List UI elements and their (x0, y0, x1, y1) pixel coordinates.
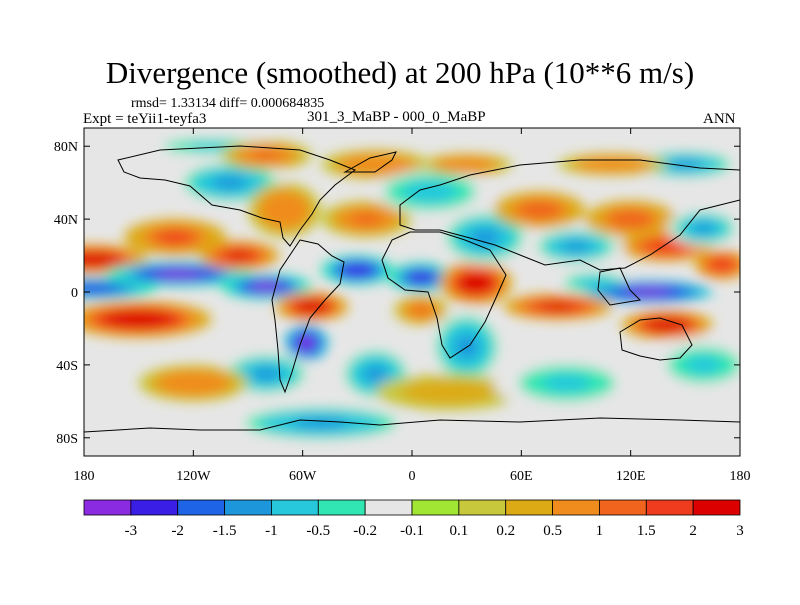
axis-ticks: 80N 40N 0 40S 80S 180 120W 60W 0 60E 120E 180 (54, 128, 751, 484)
field-anomaly-9-level-4 (272, 201, 297, 219)
colorbar-swatch (224, 499, 272, 516)
lon-tick-label: 60W (289, 469, 317, 484)
field-anomaly-23-level-4 (452, 160, 482, 168)
colorbar-swatch (317, 499, 366, 516)
field-anomaly-16-level-4 (345, 265, 369, 275)
colorbar-swatch (458, 499, 507, 516)
field-anomaly-37-level-4 (691, 222, 716, 234)
coastline-australia (619, 317, 693, 361)
colorbar-label: 1.5 (637, 523, 656, 539)
lon-tick-label: 120W (176, 469, 211, 484)
experiment-label: Expt = teYii1-teyfa3 (83, 111, 207, 127)
colorbar-label: -0.2 (353, 523, 377, 539)
colorbar-label: 0.1 (450, 523, 469, 539)
field-anomaly-24-level-4 (464, 275, 488, 290)
colorbar-swatch (271, 499, 319, 516)
case-comparison-label: 301_3_MaBP - 000_0_MaBP (307, 109, 486, 125)
field-anomaly-7-level-4 (226, 250, 252, 261)
field-anomaly-18-level-4 (358, 159, 394, 170)
field-anomaly-29-level-4 (525, 204, 555, 216)
coastline-maritime-continent (597, 267, 642, 306)
colorbar-swatch (130, 499, 179, 516)
colorbar-swatch (411, 499, 460, 516)
field-anomaly-32-level-4 (543, 374, 591, 392)
season-label: ANN (703, 111, 736, 127)
lon-tick-label: 60E (510, 469, 533, 484)
colorbar-label: -0.5 (306, 523, 330, 539)
field-anomaly-17-level-4 (351, 213, 381, 225)
field-anomaly-27-level-4 (425, 386, 472, 399)
colorbar-swatch (177, 499, 225, 516)
field-anomaly-31-level-4 (582, 279, 606, 287)
field-anomaly-19-level-4 (363, 365, 388, 383)
field-anomaly-25-level-4 (470, 228, 500, 246)
field-anomaly-5-level-4 (212, 175, 248, 190)
colorbar-label: 1 (596, 523, 604, 539)
field-anomaly-4-level-4 (158, 231, 192, 244)
field-anomaly-28-level-4 (540, 302, 576, 311)
field-anomaly-40-level-4 (686, 356, 722, 374)
lon-tick-label: 180 (74, 469, 95, 484)
lat-tick-label: 80S (56, 432, 78, 447)
coastline-africa (381, 231, 507, 359)
field-anomaly-15-level-4 (291, 417, 351, 430)
colorbar: -3 -2 -1.5 -1 -0.5 -0.2 -0.1 0.1 0.2 0.5 1 1.5 2 3 (83, 499, 744, 539)
coastline-eurasia (399, 159, 740, 271)
lat-tick-label: 0 (71, 286, 78, 301)
colorbar-swatch (364, 499, 413, 516)
coastlines (84, 145, 740, 433)
colorbar-swatch (505, 499, 553, 516)
colorbar-label: -0.1 (400, 523, 424, 539)
rmsd-diff-stats: rmsd= 1.33134 diff= 0.000684835 (131, 96, 325, 111)
colorbar-label: 0.2 (496, 523, 515, 539)
lon-tick-label: 0 (409, 469, 416, 484)
colorbar-swatch (645, 499, 694, 516)
field-anomaly-8-level-4 (251, 282, 281, 291)
field-anomaly-1-level-4 (84, 284, 114, 292)
colorbar-swatch (552, 499, 600, 516)
lat-tick-label: 40N (54, 213, 78, 228)
plot-title: Divergence (smoothed) at 200 hPa (10**6 … (105, 55, 695, 90)
colorbar-label: -2 (171, 523, 184, 539)
field-anomaly-22-level-4 (412, 184, 448, 199)
colorbar-label: 3 (736, 523, 744, 539)
colorbar-swatch (83, 499, 132, 516)
field-anomaly-13-level-4 (251, 367, 281, 381)
field-anomaly-20-level-4 (410, 272, 432, 283)
field-anomaly-35-level-4 (652, 320, 682, 330)
divergence-field-shaded (84, 135, 740, 442)
field-anomaly-12-level-4 (299, 337, 314, 349)
lat-tick-label: 40S (56, 359, 78, 374)
colorbar-swatch (692, 499, 741, 516)
colorbar-label: 2 (689, 523, 697, 539)
field-anomaly-14-level-4 (175, 377, 211, 389)
field-anomaly-33-level-4 (616, 213, 646, 225)
field-anomaly-0-level-4 (84, 254, 111, 264)
field-anomaly-38-level-4 (713, 260, 731, 270)
field-anomaly-2-level-4 (115, 313, 162, 326)
field-anomaly-21-level-4 (412, 305, 430, 315)
colorbar-label: -3 (125, 523, 138, 539)
colorbar-label: -1 (265, 523, 278, 539)
field-anomaly-30-level-4 (561, 240, 591, 253)
field-anomaly-41-level-4 (594, 160, 630, 168)
coastline-antarctica (84, 417, 740, 433)
field-anomaly-10-level-4 (251, 150, 281, 160)
lon-tick-label: 120E (616, 469, 646, 484)
coastline-north-america (117, 145, 357, 247)
lat-tick-label: 80N (54, 140, 78, 155)
coastline-greenland (343, 151, 397, 173)
lon-tick-label: 180 (730, 469, 751, 484)
field-anomaly-34-level-4 (628, 288, 670, 296)
colorbar-swatch (599, 499, 647, 516)
colorbar-label: -1.5 (213, 523, 237, 539)
field-anomaly-3-level-4 (155, 269, 203, 278)
divergence-field (84, 135, 740, 442)
colorbar-label: 0.5 (543, 523, 562, 539)
coastline-south-america (271, 239, 345, 394)
